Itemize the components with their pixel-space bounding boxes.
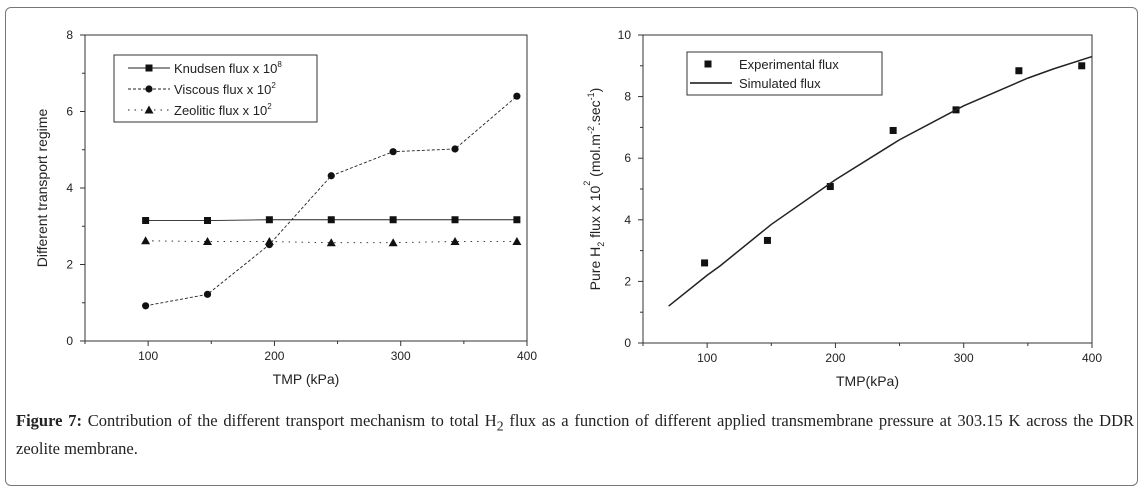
legend-label: Simulated flux	[739, 76, 821, 91]
y-tick-label: 6	[624, 151, 631, 165]
data-point	[889, 126, 897, 134]
series-simulated	[668, 55, 1093, 307]
legend-superscript: 8	[277, 60, 282, 69]
data-point	[826, 183, 834, 191]
y-tick-label: 0	[66, 334, 73, 348]
x-tick-label: 200	[825, 351, 845, 365]
data-point	[701, 259, 709, 267]
series-line	[668, 55, 1093, 307]
x-tick-label: 300	[954, 351, 974, 365]
data-point	[327, 216, 335, 224]
legend-text: Zeolitic flux x 10	[174, 103, 267, 118]
data-point	[1078, 62, 1086, 70]
legend-label: Experimental flux	[739, 57, 839, 72]
y-tick-label: 6	[66, 105, 73, 119]
data-point	[202, 237, 212, 246]
y-tick-label: 10	[618, 28, 632, 42]
chart-1: 100 200 300 400 0 2 4 6 8 TMP (kPa) Different tran…	[34, 28, 537, 387]
x-tick-label: 400	[1082, 351, 1102, 365]
legend-text: Viscous flux x 10	[174, 82, 271, 97]
data-point	[763, 236, 771, 244]
caption-text-end: flux as a function of different applied …	[16, 411, 1135, 459]
data-point	[451, 145, 459, 153]
legend-label: Viscous flux x 102	[174, 81, 276, 97]
legend-box	[686, 51, 883, 96]
y-tick-label: 4	[66, 181, 73, 195]
y-label-part: .sec	[587, 100, 603, 126]
caption-subscript: 2	[496, 418, 504, 434]
data-point	[388, 238, 398, 247]
x-tick-label: 100	[697, 351, 717, 365]
x-tick-label: 300	[391, 349, 411, 363]
x-tick-label: 200	[264, 349, 284, 363]
x-axis-label: TMP (kPa)	[273, 371, 340, 387]
y-label-part: (mol.m	[587, 134, 603, 181]
series-zeolitic	[141, 236, 522, 247]
data-point	[389, 148, 397, 156]
legend-label: Zeolitic flux x 102	[174, 102, 272, 118]
data-point	[203, 217, 211, 225]
data-point	[203, 290, 212, 298]
y-axis-label: Pure H2 flux x 102 (mol.m-2.sec-1)	[582, 88, 606, 291]
y-tick-label: 4	[624, 213, 631, 227]
figure-frame	[5, 7, 1138, 486]
legend-text: Knudsen flux x 10	[174, 61, 277, 76]
data-point	[142, 302, 150, 310]
series-knudsen	[142, 216, 521, 225]
y-label-part: -1	[586, 92, 596, 100]
legend-marker	[145, 85, 153, 93]
y-axis-label: Different transport regime	[34, 109, 50, 268]
data-point	[141, 236, 151, 245]
series-viscous	[142, 92, 521, 310]
legend-superscript: 2	[271, 81, 276, 90]
y-label-part: )	[587, 88, 603, 93]
legend-superscript: 2	[267, 102, 272, 111]
legend-entry: Viscous flux x 102	[128, 81, 276, 97]
caption-text: Contribution of the different transport …	[81, 411, 497, 430]
caption-label: Figure 7:	[16, 411, 82, 430]
series-line	[145, 95, 518, 307]
y-tick-label: 2	[624, 274, 631, 288]
data-point	[513, 92, 521, 100]
x-axis-label: TMP(kPa)	[836, 373, 899, 389]
y-label-part: 2	[596, 242, 606, 247]
data-point	[513, 216, 521, 224]
y-label-part: -2	[586, 126, 596, 134]
x-tick-label: 100	[138, 349, 158, 363]
data-point	[327, 172, 335, 180]
legend-marker	[144, 105, 154, 114]
legend-entry: Simulated flux	[690, 76, 821, 91]
legend-entry: Experimental flux	[704, 57, 839, 72]
y-label-part: 2	[582, 181, 592, 186]
x-tick-label: 400	[517, 349, 537, 363]
y-tick-label: 8	[66, 28, 73, 42]
data-point	[512, 237, 522, 246]
y-label-part: flux x 10	[587, 186, 603, 242]
data-point	[142, 217, 150, 225]
y-tick-label: 8	[624, 90, 631, 104]
y-tick-label: 0	[624, 336, 631, 350]
y-label-part: Pure H	[587, 247, 603, 291]
data-point	[1015, 67, 1023, 75]
legend-entry: Knudsen flux x 108	[128, 60, 282, 76]
legend-label: Knudsen flux x 108	[174, 60, 282, 76]
data-point	[389, 216, 397, 224]
legend-marker	[145, 64, 153, 72]
figure-caption: Figure 7: Contribution of the different …	[16, 409, 1134, 460]
legend-marker	[704, 60, 712, 68]
legend-entry: Zeolitic flux x 102	[128, 102, 272, 118]
data-point	[450, 237, 460, 246]
data-point	[264, 237, 274, 246]
y-tick-label: 2	[66, 258, 73, 272]
data-point	[451, 216, 459, 224]
data-point	[326, 238, 336, 247]
data-point	[265, 216, 273, 224]
